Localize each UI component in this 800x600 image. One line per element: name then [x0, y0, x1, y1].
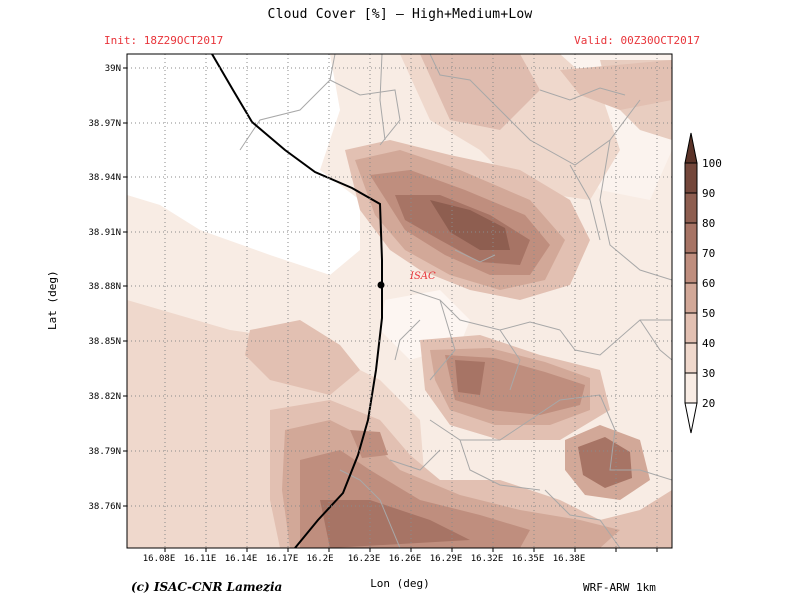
- plot-frame: [126, 53, 673, 549]
- y-tick-label: 38.97N: [88, 119, 121, 129]
- y-tick-label: 38.88N: [88, 282, 121, 292]
- y-axis-label: Lat (deg): [46, 270, 59, 330]
- colorbar-label: 90: [702, 187, 715, 200]
- x-tick-label: 16.26E: [389, 554, 422, 564]
- coastline: [211, 54, 383, 548]
- x-tick-label: 16.17E: [266, 554, 299, 564]
- colorbar-label: 80: [702, 217, 715, 230]
- station-label: ISAC: [409, 271, 436, 282]
- y-tick-label: 38.94N: [88, 173, 121, 183]
- colorbar-label: 100: [702, 157, 722, 170]
- x-tick-label: 16.2E: [306, 554, 333, 564]
- map-title: Cloud Cover [%] — High+Medium+Low: [267, 7, 533, 22]
- x-tick-label: 16.23E: [348, 554, 381, 564]
- colorbar-label: 40: [702, 337, 715, 350]
- colorbar-label: 30: [702, 367, 715, 380]
- colorbar-label: 70: [702, 247, 715, 260]
- init-time-label: Init: 18Z29OCT2017: [104, 34, 224, 47]
- y-tick-label: 38.76N: [88, 502, 121, 512]
- x-tick-label: 16.38E: [553, 554, 586, 564]
- lat-lon-grid: [127, 54, 672, 548]
- valid-time-label: Valid: 00Z30OCT2017: [574, 34, 700, 47]
- road-network: [239, 54, 672, 548]
- cloud-cover-field: ISAC: [127, 54, 672, 548]
- x-tick-label: 16.14E: [225, 554, 258, 564]
- x-tick-label: 16.29E: [430, 554, 463, 564]
- y-tick-label: 38.85N: [88, 337, 121, 347]
- y-tick-label: 38.79N: [88, 447, 121, 457]
- x-tick-label: 16.11E: [184, 554, 217, 564]
- colorbar-label: 60: [702, 277, 715, 290]
- colorbar: 100 90 80 70 60 50 40 30 20: [684, 132, 722, 434]
- model-label: WRF-ARW 1km: [583, 581, 656, 594]
- x-tick-label: 16.35E: [512, 554, 545, 564]
- y-tick-label: 39N: [105, 64, 121, 74]
- colorbar-min-arrow: [684, 402, 698, 434]
- credit-label: (c) ISAC-CNR Lamezia: [131, 580, 283, 594]
- colorbar-label: 20: [702, 397, 715, 410]
- y-tick-label: 38.82N: [88, 392, 121, 402]
- x-tick-label: 16.08E: [143, 554, 176, 564]
- y-tick-label: 38.91N: [88, 228, 121, 238]
- colorbar-max-arrow: [684, 132, 698, 164]
- station-marker: [377, 281, 385, 289]
- colorbar-label: 50: [702, 307, 715, 320]
- x-tick-label: 16.32E: [471, 554, 504, 564]
- x-axis-label: Lon (deg): [370, 577, 430, 590]
